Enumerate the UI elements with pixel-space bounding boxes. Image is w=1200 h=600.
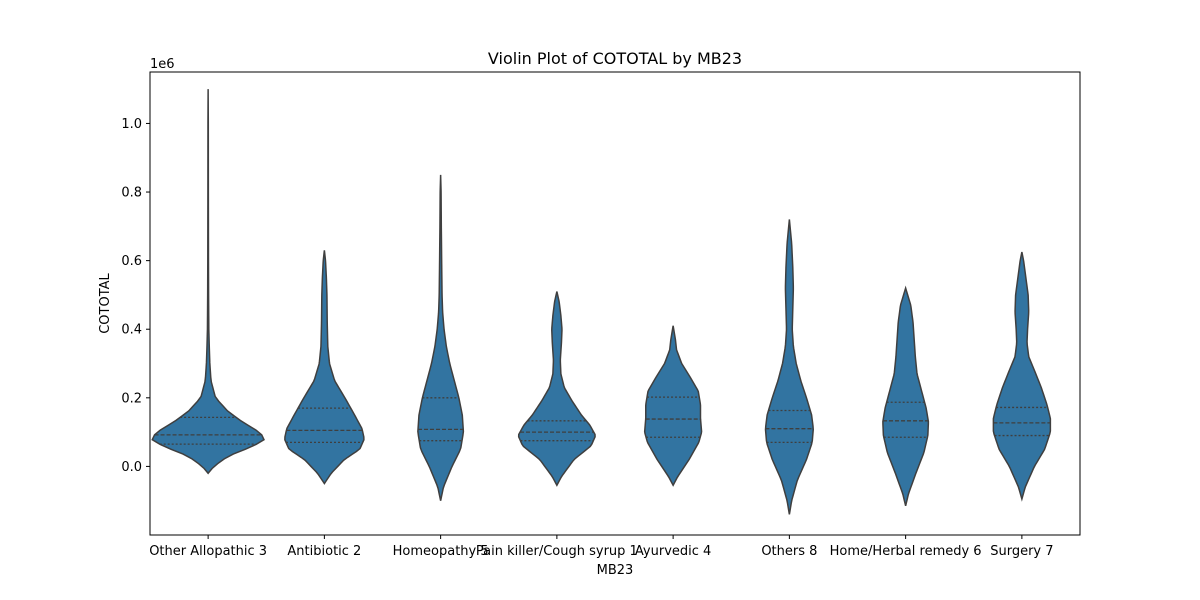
x-tick-label: Homeopathy 5 bbox=[393, 544, 489, 559]
x-tick-label: Antibiotic 2 bbox=[287, 544, 361, 559]
violin-body bbox=[764, 219, 814, 515]
x-tick-label: Ayurvedic 4 bbox=[635, 544, 711, 559]
y-axis: 0.0 0.2 0.4 0.6 0.8 1.0 bbox=[121, 117, 150, 475]
violin-body bbox=[151, 89, 265, 475]
y-tick-label: 0.8 bbox=[121, 186, 142, 201]
violin-body bbox=[992, 251, 1052, 502]
y-tick-label: 0.4 bbox=[121, 323, 142, 338]
x-tick-label: Pain killer/Cough syrup 1 bbox=[476, 544, 638, 559]
x-axis-label: MB23 bbox=[597, 563, 634, 578]
y-axis-offset-label: 1e6 bbox=[150, 57, 175, 72]
y-tick-label: 0.0 bbox=[121, 460, 142, 475]
violin-body bbox=[882, 285, 930, 507]
y-tick-label: 0.6 bbox=[121, 254, 142, 269]
x-tick-label: Others 8 bbox=[761, 544, 817, 559]
x-tick-label: Surgery 7 bbox=[990, 544, 1053, 559]
violin-body bbox=[417, 174, 465, 501]
violins-layer bbox=[151, 89, 1052, 515]
violin-body bbox=[643, 325, 703, 487]
x-tick-label: Other Allopathic 3 bbox=[149, 544, 267, 559]
y-tick-label: 1.0 bbox=[121, 117, 142, 132]
chart-title: Violin Plot of COTOTAL by MB23 bbox=[488, 49, 742, 68]
y-tick-label: 0.2 bbox=[121, 391, 142, 406]
violin-body bbox=[284, 250, 365, 485]
plot-area-frame bbox=[149, 71, 1081, 536]
x-tick-label: Home/Herbal remedy 6 bbox=[830, 544, 982, 559]
y-axis-label: COTOTAL bbox=[98, 272, 113, 333]
x-axis: Other Allopathic 3 Antibiotic 2 Homeopathy… bbox=[149, 535, 1054, 559]
